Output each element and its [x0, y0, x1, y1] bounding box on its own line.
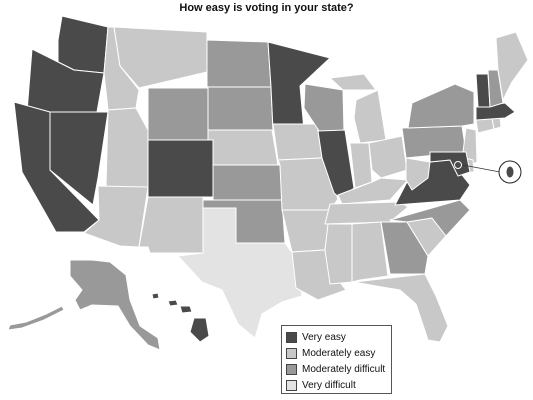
- legend-label-moderately-easy: Moderately easy: [302, 347, 376, 359]
- legend-swatch-moderately-easy: [286, 347, 297, 359]
- legend-label-very-easy: Very easy: [302, 331, 346, 343]
- state-IA: [272, 123, 323, 161]
- state-MD: [429, 151, 471, 177]
- state-MI-upper: [329, 73, 377, 91]
- state-WV: [405, 157, 431, 191]
- legend-item-very-difficult: Very difficult: [286, 377, 387, 393]
- state-VT: [475, 73, 491, 108]
- state-OH: [368, 135, 408, 179]
- state-UT: [105, 107, 149, 188]
- state-CO: [147, 139, 214, 198]
- state-ND: [206, 39, 272, 88]
- state-AK-islands: [7, 305, 65, 331]
- state-HI-3: [179, 305, 193, 314]
- legend-label-very-difficult: Very difficult: [302, 379, 356, 391]
- legend-swatch-moderately-difficult: [286, 363, 297, 375]
- state-MI: [353, 89, 387, 144]
- state-ME: [495, 31, 529, 101]
- state-NE: [207, 129, 279, 166]
- dc-inset-leader: [462, 164, 501, 173]
- state-FL: [353, 273, 449, 343]
- map-legend: Very easy Moderately easy Moderately dif…: [281, 325, 392, 394]
- legend-label-moderately-difficult: Moderately difficult: [302, 363, 386, 375]
- state-HI-1: [151, 292, 160, 300]
- state-NY: [407, 83, 475, 129]
- state-HI-2: [167, 299, 179, 307]
- legend-swatch-very-difficult: [286, 379, 297, 391]
- dc-marker: [454, 161, 462, 169]
- state-AR: [281, 209, 331, 253]
- state-NV: [49, 111, 109, 206]
- state-AL: [351, 221, 389, 283]
- state-DC-inset: [505, 165, 515, 179]
- legend-swatch-very-easy: [286, 331, 297, 343]
- state-AK: [69, 259, 161, 351]
- map-title: How easy is voting in your state?: [179, 2, 354, 14]
- state-TN: [324, 201, 409, 225]
- state-GA: [380, 221, 429, 275]
- state-MS: [324, 223, 353, 285]
- state-HI-4: [189, 317, 210, 343]
- legend-item-moderately-easy: Moderately easy: [286, 345, 387, 361]
- legend-item-very-easy: Very easy: [286, 329, 387, 345]
- state-NM: [138, 196, 204, 254]
- state-KS: [212, 164, 283, 201]
- state-TX: [177, 207, 303, 339]
- state-SD: [207, 86, 274, 131]
- state-WY: [147, 87, 209, 141]
- state-MT: [113, 26, 208, 89]
- legend-item-moderately-difficult: Moderately difficult: [286, 361, 387, 377]
- state-WA: [57, 15, 109, 74]
